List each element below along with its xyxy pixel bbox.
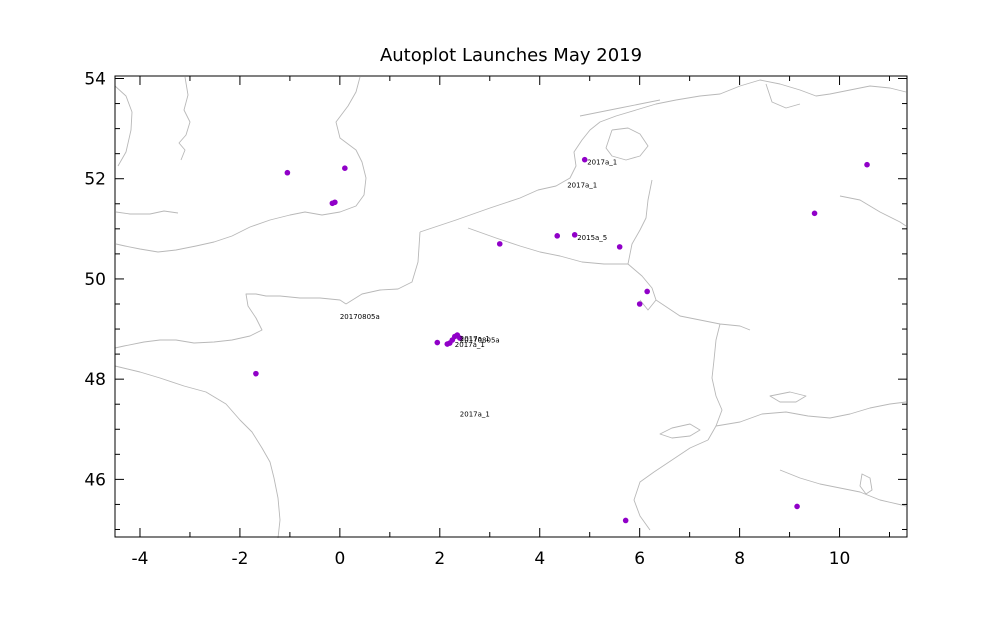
launch-label: 2017a_1 [460,411,490,419]
x-tick-label: 2 [434,549,445,569]
launch-point [253,370,259,377]
launch-labels-layer: 2017a_12017a_12015a_520170805a2017a_1201… [340,159,617,419]
plot-frame [114,75,908,538]
launch-point [496,241,503,247]
launch-points-layer [253,156,870,524]
x-axis: -4 -2 0 2 4 6 8 10 [132,76,891,569]
y-axis: 46 48 50 52 54 [84,70,907,530]
coastline-great-britain [114,76,367,253]
lake-outlines [659,391,873,495]
coastline-germany-north [675,79,907,109]
y-tick-label: 48 [84,370,106,390]
coastline-netherlands [537,99,677,191]
y-tick-label: 50 [84,270,106,290]
x-tick-label: 0 [334,549,345,569]
x-tick-label: 8 [734,549,745,569]
launch-label: 20170805a [460,337,500,345]
launch-point [342,165,348,171]
border-lines [467,179,907,531]
launch-point [811,210,818,217]
launch-point [554,233,561,239]
launch-label: 2017a_1 [587,159,617,167]
x-tick-label: -4 [132,549,149,569]
launch-point [284,169,291,176]
y-tick-label: 46 [84,470,106,490]
launch-point [864,161,870,168]
launch-label: 20170805a [340,313,380,321]
chart-title: Autoplot Launches May 2019 [380,45,642,66]
launch-label: 2017a_1 [567,182,597,190]
x-tick-label: 4 [534,549,545,569]
y-tick-label: 54 [84,70,106,90]
launch-point [446,340,453,346]
launch-point [332,199,338,206]
coastline-france-north [114,189,539,349]
coastline-layer [114,76,907,539]
launch-label: 2017a_1 [460,335,490,343]
x-tick-label: -2 [231,549,248,569]
launch-point [456,335,463,341]
y-tick-label: 52 [84,170,106,190]
launch-point [794,503,800,510]
launch-point [622,517,629,524]
x-tick-label: 10 [829,549,851,569]
launch-point [434,339,441,346]
launch-point [644,288,650,295]
launch-label: 2015a_5 [577,234,607,242]
launch-point [581,156,588,163]
launch-point [636,301,643,307]
launch-label: 2017a_1 [455,341,485,349]
coastline-france-west [114,365,281,539]
launch-point [571,232,578,238]
launch-point [616,244,623,250]
x-tick-label: 6 [634,549,645,569]
